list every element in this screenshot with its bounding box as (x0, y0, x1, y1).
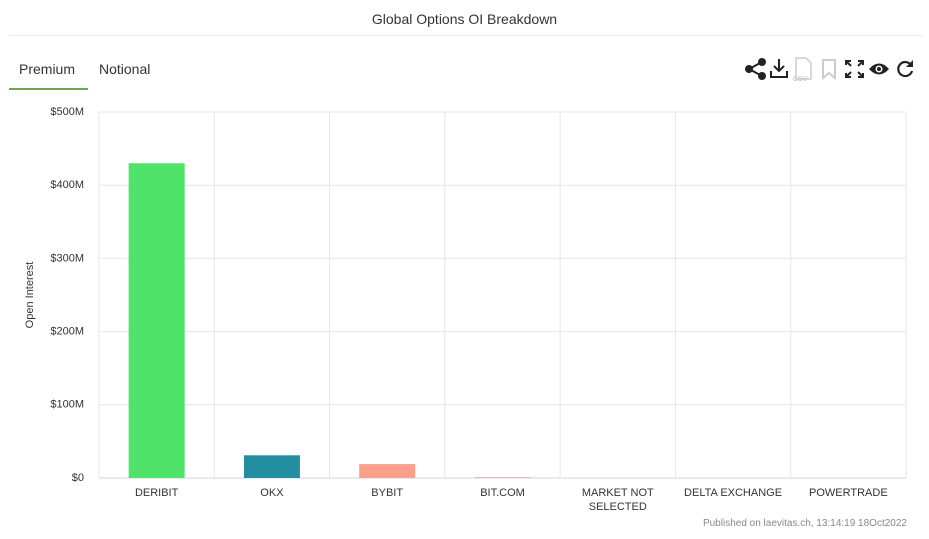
eye-icon[interactable] (869, 63, 889, 75)
share-icon[interactable] (745, 58, 766, 80)
fullscreen-icon[interactable] (845, 60, 864, 78)
download-icon[interactable] (770, 59, 788, 78)
y-tick-label: $100M (50, 399, 84, 411)
y-axis-label: Open Interest (24, 262, 36, 329)
bar (359, 464, 416, 478)
divider (9, 35, 924, 36)
x-tick-label: POWERTRADE (809, 487, 888, 499)
tab-underline (9, 88, 88, 90)
footer: Published on laevitas.ch, 13:14:19 18Oct… (702, 518, 907, 529)
y-tick-label: $400M (50, 179, 84, 191)
refresh-icon[interactable] (897, 60, 914, 78)
x-tick-label: MARKET NOT SELECTED (581, 487, 654, 513)
bar (128, 163, 185, 479)
csv-icon[interactable]: CSV (793, 57, 812, 83)
tab-notional[interactable]: Notional (99, 61, 151, 77)
tab-premium[interactable]: Premium (19, 61, 76, 77)
x-tick-label: BIT.COM (480, 487, 525, 499)
y-tick-label: $500M (50, 106, 84, 118)
x-tick-label: BYBIT (371, 487, 404, 499)
bookmark-icon[interactable] (822, 59, 836, 81)
refresh-arrow (906, 60, 913, 67)
y-tick-label: $300M (50, 252, 84, 264)
y-tick-label: $200M (50, 326, 84, 338)
toolbar: CSV (745, 57, 914, 83)
x-tick-label: DELTA EXCHANGE (684, 487, 783, 499)
csv-label: CSV (793, 76, 808, 83)
bar (474, 477, 531, 478)
chart-title: Global Options OI Breakdown (371, 11, 558, 27)
x-tick-label: DERIBIT (134, 487, 179, 499)
x-tick-label: OKX (260, 487, 284, 499)
bar (243, 455, 300, 478)
y-tick-label: $0 (72, 472, 84, 484)
